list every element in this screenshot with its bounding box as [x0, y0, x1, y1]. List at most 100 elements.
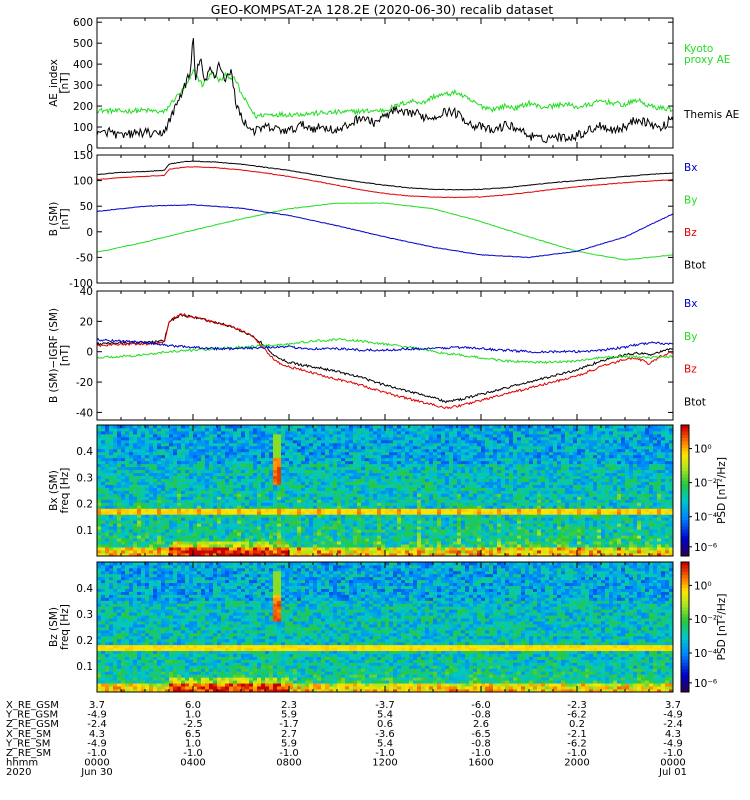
spectrogram-cell — [461, 532, 466, 536]
spectrogram-cell — [349, 526, 354, 530]
spectrogram-cell — [345, 472, 350, 477]
spectrogram-cell — [221, 481, 226, 485]
spectrogram-cell — [269, 439, 274, 444]
spectrogram-cell — [241, 499, 246, 503]
spectrogram-cell — [105, 487, 110, 491]
spectrogram-cell — [521, 547, 526, 551]
spectrogram-cell — [185, 457, 190, 462]
spectrogram-cell — [237, 433, 242, 438]
spectrogram-cell — [501, 499, 506, 503]
spectrogram-cell — [397, 523, 402, 527]
spectrogram-cell — [493, 544, 498, 548]
spectrogram-cell — [101, 457, 106, 462]
spectrogram-cell — [321, 430, 326, 435]
spectrogram-cell — [125, 466, 130, 471]
spectrogram-cell — [373, 541, 378, 545]
spectrogram-cell — [525, 478, 530, 482]
spectrogram-cell — [205, 550, 210, 554]
spectrogram-cell — [517, 499, 522, 503]
spectrogram-cell — [181, 523, 186, 527]
spectrogram-cell — [489, 517, 494, 521]
spectrogram-cell — [113, 517, 118, 521]
spectrogram-cell — [153, 436, 158, 441]
spectrogram-cell — [373, 514, 378, 518]
spectrogram-cell — [329, 475, 334, 479]
spectrogram-cell — [221, 538, 226, 542]
spectrogram-cell — [517, 496, 522, 500]
spectrogram-cell — [521, 442, 526, 447]
spectrogram-cell — [225, 454, 230, 459]
spectrogram-cell — [249, 469, 254, 474]
spectrogram-cell — [405, 523, 410, 527]
spectrogram-cell — [165, 517, 170, 521]
spectrogram-cell — [161, 550, 166, 554]
spectrogram-cell — [481, 427, 486, 432]
spectrogram-cell — [297, 529, 302, 533]
spectrogram-cell — [169, 547, 174, 551]
spectrogram-cell — [105, 493, 110, 497]
spectrogram-cell — [437, 451, 442, 456]
spectrogram-cell — [461, 436, 466, 441]
spectrogram-cell — [417, 463, 422, 468]
spectrogram-cell — [437, 517, 442, 521]
spectrogram-cell — [205, 427, 210, 432]
spectrogram-cell — [209, 523, 214, 527]
spectrogram-cell — [381, 550, 386, 554]
spectrogram-cell — [361, 520, 366, 524]
spectrogram-cell — [393, 475, 398, 479]
spectrogram-cell — [153, 523, 158, 527]
spectrogram-cell — [233, 445, 238, 450]
spectrogram-cell — [489, 535, 494, 539]
spectrogram-cell — [309, 475, 314, 479]
spectrogram-cell — [385, 535, 390, 539]
spectrogram-cell — [289, 538, 294, 542]
spectrogram-cell — [205, 487, 210, 491]
spectrogram-cell — [161, 451, 166, 456]
spectrogram-cell — [389, 514, 394, 518]
spectrogram-cell — [425, 430, 430, 435]
spectrogram-cell — [469, 532, 474, 536]
spectrogram-cell — [193, 532, 198, 536]
spectrogram-cell — [521, 496, 526, 500]
spectrogram-cell — [509, 430, 514, 435]
spectrogram-cell — [193, 517, 198, 521]
spectrogram-cell — [289, 478, 294, 482]
spectrogram-cell — [325, 472, 330, 477]
spectrogram-cell — [345, 475, 350, 479]
spectrogram-cell — [385, 520, 390, 524]
spectrogram-cell — [269, 535, 274, 539]
spectrogram-cell — [449, 469, 454, 474]
spectrogram-cell — [205, 445, 210, 450]
spectrogram-cell — [125, 550, 130, 554]
spectrogram-cell — [365, 511, 370, 515]
spectrogram-cell — [225, 487, 230, 491]
spectrogram-cell — [185, 529, 190, 533]
spectrogram-cell — [209, 427, 214, 432]
spectrogram-cell — [397, 514, 402, 518]
spectrogram-cell — [237, 523, 242, 527]
spectrogram-cell — [117, 457, 122, 462]
spectrogram-cell — [413, 529, 418, 533]
spectrogram-cell — [197, 425, 202, 429]
spectrogram-cell — [133, 493, 138, 497]
spectrogram-cell — [345, 484, 350, 488]
spectrogram-cell — [205, 496, 210, 500]
spectrogram-cell — [341, 532, 346, 536]
spectrogram-cell — [389, 460, 394, 465]
spectrogram-cell — [481, 460, 486, 465]
spectrogram-cell — [169, 529, 174, 533]
spectrogram-cell — [393, 529, 398, 533]
spectrogram-cell — [145, 469, 150, 474]
spectrogram-cell — [249, 430, 254, 435]
spectrogram-cell — [453, 499, 458, 503]
spectrogram-cell — [237, 469, 242, 474]
spectrogram-cell — [217, 487, 222, 491]
spectrogram-cell — [221, 445, 226, 450]
spectrogram-cell — [189, 466, 194, 471]
spectrogram-cell — [341, 427, 346, 432]
spectrogram-cell — [153, 550, 158, 554]
spectrogram-cell — [97, 526, 102, 530]
spectrogram-cell — [517, 448, 522, 453]
spectrogram-cell — [369, 466, 374, 471]
spectrogram-cell — [477, 502, 482, 506]
